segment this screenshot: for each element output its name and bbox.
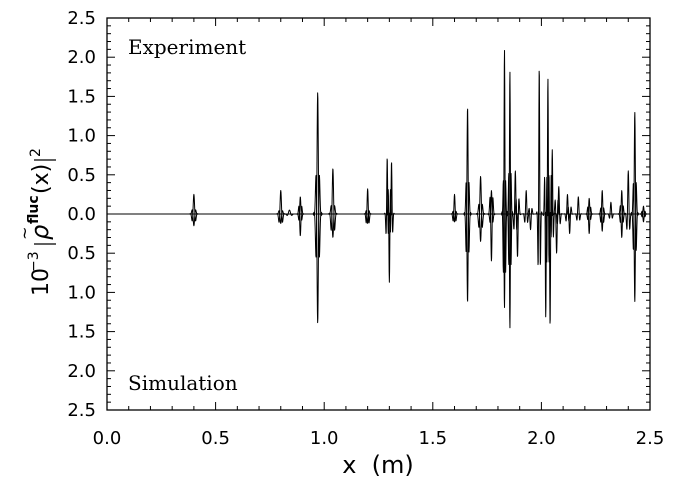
y-axis-title: 10 −3 ~ ρ fluc (x) 2 xyxy=(15,148,56,296)
x-tick-labels: 0.0 0.5 1.0 1.5 2.0 2.5 xyxy=(93,428,665,449)
x-tick-label: 0.5 xyxy=(201,428,230,449)
x-tick-label: 2.5 xyxy=(636,428,665,449)
y-tick-label: 1.5 xyxy=(67,322,96,343)
y-tick-label: 0.5 xyxy=(67,243,96,264)
x-tick-label: 1.5 xyxy=(418,428,447,449)
y-tick-labels: 2.5 2.0 1.5 1.0 0.5 0.0 0.5 1.0 1.5 2.0 2.5 xyxy=(67,8,96,421)
y-title-superscript: fluc xyxy=(26,195,42,224)
x-tick-label: 0.0 xyxy=(93,428,122,449)
y-tick-label: 1.0 xyxy=(67,126,96,147)
y-tick-label: 0.0 xyxy=(67,204,96,225)
x-tick-label: 1.0 xyxy=(310,428,339,449)
series-line-simulation xyxy=(106,172,651,329)
tick-marks xyxy=(106,17,651,411)
y-title-square: 2 xyxy=(28,148,44,157)
y-title-argument: (x) xyxy=(29,164,54,194)
y-tick-label: 2.5 xyxy=(67,8,96,29)
annotation-experiment: Experiment xyxy=(128,35,246,59)
series-line-experiment xyxy=(106,49,651,273)
y-tick-label: 2.0 xyxy=(67,361,96,382)
x-axis-title: x (m) xyxy=(342,451,414,479)
y-tick-label: 1.5 xyxy=(67,86,96,107)
y-tick-label: 2.0 xyxy=(67,47,96,68)
y-title-rho: ρ xyxy=(26,225,54,240)
y-tick-label: 2.5 xyxy=(67,400,96,421)
y-tick-label: 0.5 xyxy=(67,165,96,186)
series-layer xyxy=(106,49,651,329)
y-tick-label: 1.0 xyxy=(67,282,96,303)
y-title-exponent: −3 xyxy=(26,251,42,272)
y-title-prefix: 10 xyxy=(29,268,54,296)
annotation-simulation: Simulation xyxy=(128,371,238,395)
x-tick-label: 2.0 xyxy=(527,428,556,449)
y-title-tilde: ~ xyxy=(15,227,34,240)
